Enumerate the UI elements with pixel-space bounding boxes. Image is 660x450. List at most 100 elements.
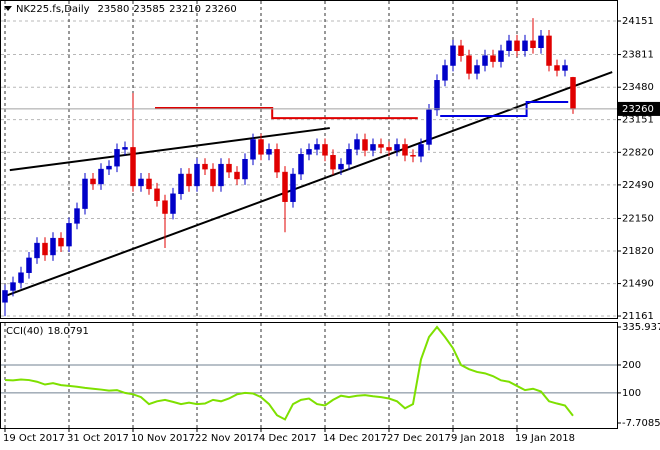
indicator-value: 18.0791 (47, 326, 88, 337)
candle-body (546, 35, 552, 66)
candle-body (466, 55, 472, 74)
menu-arrow (4, 6, 12, 11)
candle-body (322, 144, 328, 156)
candle-body (66, 223, 72, 247)
candle-body (346, 149, 352, 165)
trendline (9, 127, 330, 172)
y-tick-label: 23151 (622, 115, 654, 126)
candle-body (386, 147, 392, 151)
chart-title: NK225.fs,Daily 23580 23585 23210 23260 (16, 4, 237, 15)
candle-body (354, 139, 360, 150)
candle-body (2, 290, 8, 303)
candle-body (506, 40, 512, 51)
candle-body (498, 50, 504, 62)
last-open: 23580 (98, 4, 130, 15)
y-tick-label: 22490 (622, 180, 654, 191)
candle-body (146, 178, 152, 190)
candle-body (330, 155, 336, 170)
candle-body (402, 144, 408, 156)
y-tick-label: 21490 (622, 279, 654, 290)
candle-body (170, 193, 176, 214)
candle-body (530, 40, 536, 49)
y-tick-label: 21161 (622, 311, 654, 322)
y-tick-label: 23480 (622, 82, 654, 93)
candle-body (210, 168, 216, 187)
candle-body (26, 257, 32, 273)
last-close: 23260 (205, 4, 237, 15)
candle-body (202, 163, 208, 170)
candle-body (282, 171, 288, 202)
candle-body (130, 147, 136, 187)
x-tick-label: 22 Nov 2017 (195, 433, 259, 444)
candle-body (362, 139, 368, 151)
candle-body (570, 77, 576, 110)
price-label: 23260 (622, 104, 654, 115)
candle-body (450, 45, 456, 66)
candle-body (10, 282, 16, 291)
y-tick-label: 335.9371 (622, 322, 660, 333)
candle-body (490, 55, 496, 62)
candle-body (458, 45, 464, 56)
x-tick-label: 19 Jan 2018 (515, 433, 575, 444)
candle-body (138, 178, 144, 187)
y-tick-label: 23811 (622, 50, 654, 61)
cci-panel (0, 322, 618, 429)
x-tick-label: 14 Dec 2017 (323, 433, 387, 444)
candle-body (410, 155, 416, 157)
y-tick-label: 22150 (622, 213, 654, 224)
candle-body (306, 149, 312, 155)
candle-body (482, 55, 488, 66)
candle-body (90, 178, 96, 185)
candle-body (186, 173, 192, 187)
candle-body (226, 163, 232, 173)
candle-body (290, 173, 296, 202)
main-panel (0, 0, 618, 319)
candle-body (338, 163, 344, 170)
candle-body (82, 178, 88, 209)
x-tick-label: 9 Jan 2018 (451, 433, 505, 444)
candle-body (266, 149, 272, 155)
candle-body (194, 163, 200, 187)
candle-body (34, 242, 40, 259)
candle-body (474, 65, 480, 74)
candle-body (370, 144, 376, 151)
x-tick-label: 4 Dec 2017 (259, 433, 317, 444)
candle-body (18, 272, 24, 283)
candle-body (106, 165, 112, 170)
candle-body (394, 144, 400, 151)
y-tick-label: 24151 (622, 16, 654, 27)
y-tick-label: 21820 (622, 246, 654, 257)
last-low: 23210 (169, 4, 201, 15)
x-tick-label: 19 Oct 2017 (3, 433, 65, 444)
candle-body (378, 144, 384, 148)
cci-line (4, 325, 574, 421)
y-tick-label: 22820 (622, 147, 654, 158)
candle-body (50, 237, 56, 256)
trendline (155, 107, 418, 120)
candle-body (522, 40, 528, 51)
candle-body (42, 242, 48, 256)
price-box (618, 101, 660, 116)
last-high: 23585 (133, 4, 165, 15)
candle-body (258, 139, 264, 155)
candle-body (98, 168, 104, 185)
indicator-name: CCI(40) (6, 326, 44, 337)
candle-body (314, 144, 320, 150)
candle-body (122, 147, 128, 150)
x-tick-label: 31 Oct 2017 (67, 433, 129, 444)
candle-body (514, 40, 520, 51)
candle-body (274, 149, 280, 173)
y-tick-label: -7.7085 (622, 418, 660, 429)
candle-body (234, 171, 240, 180)
candle-body (418, 144, 424, 157)
candle-body (74, 208, 80, 224)
candle-body (154, 188, 160, 201)
candle-body (114, 149, 120, 167)
candle-body (250, 139, 256, 160)
x-tick-label: 10 Nov 2017 (131, 433, 195, 444)
y-tick-label: 200 (622, 360, 641, 371)
candle-body (58, 237, 64, 247)
